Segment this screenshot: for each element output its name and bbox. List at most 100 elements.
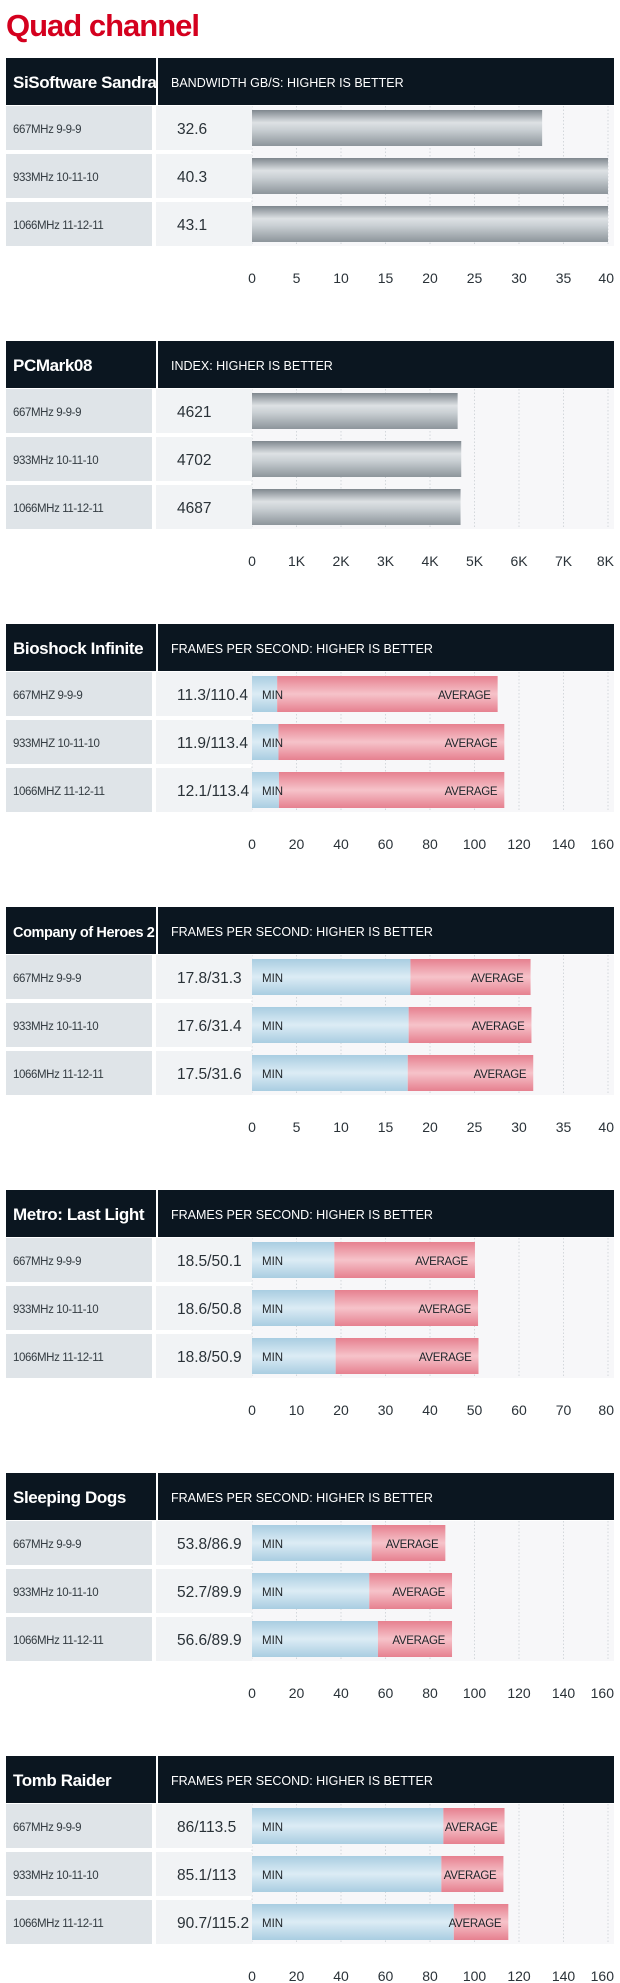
category-label: 667MHz 9-9-9 [13,124,81,136]
bar-min-label: MIN [262,1918,283,1930]
tick-label: 20 [422,1119,438,1135]
category-label: 667MHz 9-9-9 [13,1822,81,1834]
tick-label: 120 [507,1685,531,1701]
chart-title: Bioshock Infinite [13,639,143,658]
bar-average [334,1290,479,1326]
category-cell [6,1804,152,1848]
tick-label: 4K [421,553,439,569]
value-label: 4702 [177,452,211,469]
category-label: 933MHz 10-11-10 [13,1304,98,1316]
tick-label: 0 [248,1968,256,1983]
bar-average [408,1007,532,1043]
bar-average [371,1525,446,1561]
tick-label: 0 [248,270,256,286]
chart-panel: Tomb Raider FRAMES PER SECOND: HIGHER IS … [6,1756,614,1983]
chart-header [6,1473,614,1520]
category-label: 667MHz 9-9-9 [13,973,81,985]
tick-label: 80 [422,1685,438,1701]
tick-label: 100 [463,836,487,852]
bar [252,110,543,146]
tick-label: 40 [598,1119,614,1135]
chart-subtitle: FRAMES PER SECOND: HIGHER IS BETTER [171,1774,433,1788]
value-label: 18.6/50.8 [177,1301,242,1318]
value-label: 56.6/89.9 [177,1632,242,1649]
bar-min-label: MIN [262,1304,283,1316]
value-cell [156,1051,252,1095]
category-label: 933MHz 10-11-10 [13,1587,98,1599]
tick-label: 80 [422,1968,438,1983]
chart-header [6,907,614,954]
tick-label: 120 [507,1968,531,1983]
category-cell [6,1003,152,1047]
bar-min [252,724,279,760]
value-cell [156,106,252,150]
bar-average-label: AVERAGE [449,1918,502,1930]
bar-average-label: AVERAGE [386,1539,439,1551]
header-divider [156,907,158,954]
category-cell [6,1617,152,1661]
chart-title: Company of Heroes 2 [13,925,155,941]
bar-min [252,772,279,808]
tick-label: 60 [378,836,394,852]
bar-min-label: MIN [262,1539,283,1551]
value-label: 11.3/110.4 [177,687,248,704]
tick-label: 3K [377,553,395,569]
bar-average-label: AVERAGE [444,1870,497,1882]
chart-header [6,1190,614,1237]
category-cell [6,768,152,812]
bar-average [377,1621,453,1657]
chart-panel: SiSoftware Sandra BANDWIDTH GB/S: HIGHER … [6,58,614,286]
value-label: 11.9/113.4 [177,735,248,752]
value-label: 12.1/113.4 [177,783,249,800]
tick-label: 60 [378,1685,394,1701]
category-cell [6,1852,152,1896]
bar-average [410,959,531,995]
category-cell [6,1569,152,1613]
tick-label: 5K [466,553,484,569]
bar-min [252,1290,335,1326]
bar-min [252,676,278,712]
value-label: 17.8/31.3 [177,970,242,987]
category-cell [6,1286,152,1330]
bar-min [252,1525,372,1561]
tick-label: 1K [288,553,306,569]
value-cell [156,1003,252,1047]
bar-min-label: MIN [262,690,283,702]
chart-panel: Company of Heroes 2 FRAMES PER SECOND: HI… [6,907,614,1135]
tick-label: 25 [467,1119,483,1135]
header-divider [156,1473,158,1520]
tick-label: 30 [511,270,527,286]
tick-label: 40 [333,1685,349,1701]
bar-average [277,676,498,712]
bar-min-label: MIN [262,786,283,798]
chart-title: Tomb Raider [13,1771,112,1790]
bar-average-label: AVERAGE [438,690,491,702]
tick-label: 20 [422,270,438,286]
category-label: 933MHz 10-11-10 [13,1021,98,1033]
bar-average-label: AVERAGE [445,786,498,798]
tick-label: 10 [333,1119,349,1135]
chart-subtitle: FRAMES PER SECOND: HIGHER IS BETTER [171,642,433,656]
bar-min-label: MIN [262,1870,283,1882]
tick-label: 160 [591,1968,615,1983]
tick-label: 60 [511,1402,527,1418]
category-label: 667MHz 9-9-9 [13,1539,81,1551]
tick-label: 60 [378,1968,394,1983]
category-label: 1066MHz 11-12-11 [13,1635,103,1647]
tick-label: 120 [507,836,531,852]
value-cell [156,389,252,433]
bar [252,158,608,194]
category-cell [6,389,152,433]
category-label: 667MHZ 9-9-9 [13,690,82,702]
category-cell [6,485,152,529]
category-label: 933MHz 10-11-10 [13,172,98,184]
chart-title: PCMark08 [13,356,92,375]
bar-average-label: AVERAGE [392,1587,445,1599]
category-cell [6,437,152,481]
bar-average-label: AVERAGE [472,1021,525,1033]
category-label: 1066MHz 11-12-11 [13,503,103,515]
chart-panel: Sleeping Dogs FRAMES PER SECOND: HIGHER I… [6,1473,614,1701]
tick-label: 5 [293,270,301,286]
tick-label: 20 [333,1402,349,1418]
